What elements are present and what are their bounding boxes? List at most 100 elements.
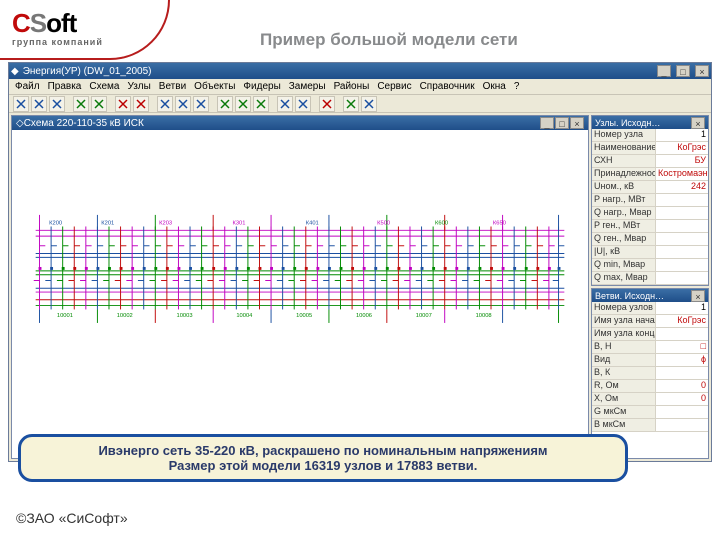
menu-ветви[interactable]: Ветви xyxy=(159,81,186,92)
menu-замеры[interactable]: Замеры xyxy=(289,81,326,92)
prop-value[interactable] xyxy=(656,272,708,284)
menu-фидеры[interactable]: Фидеры xyxy=(243,81,280,92)
toolbar-button-21[interactable] xyxy=(319,96,335,112)
prop-row[interactable]: В, Н□ xyxy=(592,341,708,354)
prop-value[interactable]: ϕ xyxy=(656,354,708,366)
prop-key: Uном., кВ xyxy=(592,181,656,193)
logo: CSoft группа компаний xyxy=(12,8,103,47)
branches-panel-title[interactable]: Ветви. Исходн… × xyxy=(592,289,708,302)
workspace: ◇ Схема 220-110-35 кВ ИСК _ □ × К200К201… xyxy=(9,113,711,461)
toolbar-button-7[interactable] xyxy=(115,96,131,112)
prop-row[interactable]: P ген., МВт xyxy=(592,220,708,233)
prop-value[interactable]: Костромаэн xyxy=(656,168,708,180)
prop-row[interactable]: P нагр., МВт xyxy=(592,194,708,207)
toolbar-button-15[interactable] xyxy=(235,96,251,112)
prop-row[interactable]: Q нагр., Мвар xyxy=(592,207,708,220)
prop-value[interactable]: 0 xyxy=(656,393,708,405)
scheme-minimize-button[interactable]: _ xyxy=(540,117,554,129)
menu-?[interactable]: ? xyxy=(514,81,520,92)
prop-value[interactable] xyxy=(656,419,708,431)
svg-text:К500: К500 xyxy=(377,221,390,227)
prop-row[interactable]: G мкСм xyxy=(592,406,708,419)
prop-value[interactable] xyxy=(656,328,708,340)
prop-value[interactable] xyxy=(656,406,708,418)
prop-value[interactable]: 0 xyxy=(656,380,708,392)
prop-row[interactable]: |U|, кВ xyxy=(592,246,708,259)
prop-value[interactable] xyxy=(656,367,708,379)
prop-row[interactable]: Номера узлов1 xyxy=(592,302,708,315)
toolbar-button-11[interactable] xyxy=(175,96,191,112)
menu-районы[interactable]: Районы xyxy=(334,81,370,92)
svg-text:10008: 10008 xyxy=(476,313,492,319)
toolbar-button-14[interactable] xyxy=(217,96,233,112)
menubar: Файл Правка Схема Узлы Ветви Объекты Фидеры Зам… xyxy=(9,79,711,95)
prop-row[interactable]: X, Ом0 xyxy=(592,393,708,406)
nodes-panel-title-text: Узлы. Исходн… xyxy=(595,118,660,128)
prop-row[interactable]: ПринадлежностьКостромаэн xyxy=(592,168,708,181)
prop-value[interactable] xyxy=(656,233,708,245)
prop-value[interactable]: КоГрэс xyxy=(656,142,708,154)
prop-value[interactable]: 1 xyxy=(656,302,708,314)
prop-value[interactable] xyxy=(656,194,708,206)
prop-row[interactable]: Имя узла конца xyxy=(592,328,708,341)
prop-row[interactable]: Q ген., Мвар xyxy=(592,233,708,246)
prop-row[interactable]: Uном., кВ242 xyxy=(592,181,708,194)
maximize-button[interactable]: □ xyxy=(676,65,690,77)
prop-row[interactable]: СХНБУ xyxy=(592,155,708,168)
prop-value[interactable] xyxy=(656,259,708,271)
prop-key: R, Ом xyxy=(592,380,656,392)
nodes-panel-close-button[interactable]: × xyxy=(691,117,705,129)
prop-value[interactable]: БУ xyxy=(656,155,708,167)
toolbar-button-1[interactable] xyxy=(31,96,47,112)
app-titlebar[interactable]: ◆ Энергия(УР) (DW_01_2005) _ □ × xyxy=(9,63,711,79)
prop-key: Номера узлов xyxy=(592,302,656,314)
menu-окна[interactable]: Окна xyxy=(483,81,506,92)
toolbar-button-16[interactable] xyxy=(253,96,269,112)
nodes-panel: Узлы. Исходн… × Номер узла1НаименованиеК… xyxy=(591,115,709,286)
prop-row[interactable]: В, К xyxy=(592,367,708,380)
app-window: ◆ Энергия(УР) (DW_01_2005) _ □ × Файл Пра… xyxy=(8,62,712,462)
minimize-button[interactable]: _ xyxy=(657,65,671,77)
nodes-panel-title[interactable]: Узлы. Исходн… × xyxy=(592,116,708,129)
menu-сервис[interactable]: Сервис xyxy=(377,81,411,92)
prop-row[interactable]: R, Ом0 xyxy=(592,380,708,393)
prop-row[interactable]: НаименованиеКоГрэс xyxy=(592,142,708,155)
toolbar-button-12[interactable] xyxy=(193,96,209,112)
prop-key: Вид xyxy=(592,354,656,366)
toolbar-button-24[interactable] xyxy=(361,96,377,112)
toolbar-button-8[interactable] xyxy=(133,96,149,112)
prop-value[interactable] xyxy=(656,207,708,219)
prop-value[interactable]: □ xyxy=(656,341,708,353)
menu-справочник[interactable]: Справочник xyxy=(420,81,475,92)
toolbar-button-5[interactable] xyxy=(91,96,107,112)
toolbar-button-4[interactable] xyxy=(73,96,89,112)
scheme-canvas[interactable]: К200К201К203К301К401К500К600К65010001100… xyxy=(12,130,588,458)
prop-row[interactable]: Q min, Мвар xyxy=(592,259,708,272)
toolbar-button-2[interactable] xyxy=(49,96,65,112)
prop-value[interactable] xyxy=(656,220,708,232)
prop-row[interactable]: Номер узла1 xyxy=(592,129,708,142)
menu-правка[interactable]: Правка xyxy=(48,81,82,92)
toolbar-button-23[interactable] xyxy=(343,96,359,112)
menu-узлы[interactable]: Узлы xyxy=(127,81,150,92)
toolbar-button-10[interactable] xyxy=(157,96,173,112)
prop-row[interactable]: Q max, Мвар xyxy=(592,272,708,285)
toolbar-button-18[interactable] xyxy=(277,96,293,112)
prop-row[interactable]: B мкСм xyxy=(592,419,708,432)
menu-схема[interactable]: Схема xyxy=(89,81,119,92)
prop-value[interactable] xyxy=(656,246,708,258)
scheme-close-button[interactable]: × xyxy=(570,117,584,129)
prop-row[interactable]: Видϕ xyxy=(592,354,708,367)
close-button[interactable]: × xyxy=(695,65,709,77)
toolbar-button-19[interactable] xyxy=(295,96,311,112)
prop-row[interactable]: Имя узла началаКоГрэс xyxy=(592,315,708,328)
scheme-maximize-button[interactable]: □ xyxy=(555,117,569,129)
prop-value[interactable]: 1 xyxy=(656,129,708,141)
scheme-titlebar[interactable]: ◇ Схема 220-110-35 кВ ИСК _ □ × xyxy=(12,116,588,130)
prop-value[interactable]: КоГрэс xyxy=(656,315,708,327)
menu-объекты[interactable]: Объекты xyxy=(194,81,235,92)
toolbar-button-0[interactable] xyxy=(13,96,29,112)
prop-value[interactable]: 242 xyxy=(656,181,708,193)
menu-файл[interactable]: Файл xyxy=(15,81,40,92)
branches-panel-close-button[interactable]: × xyxy=(691,290,705,302)
